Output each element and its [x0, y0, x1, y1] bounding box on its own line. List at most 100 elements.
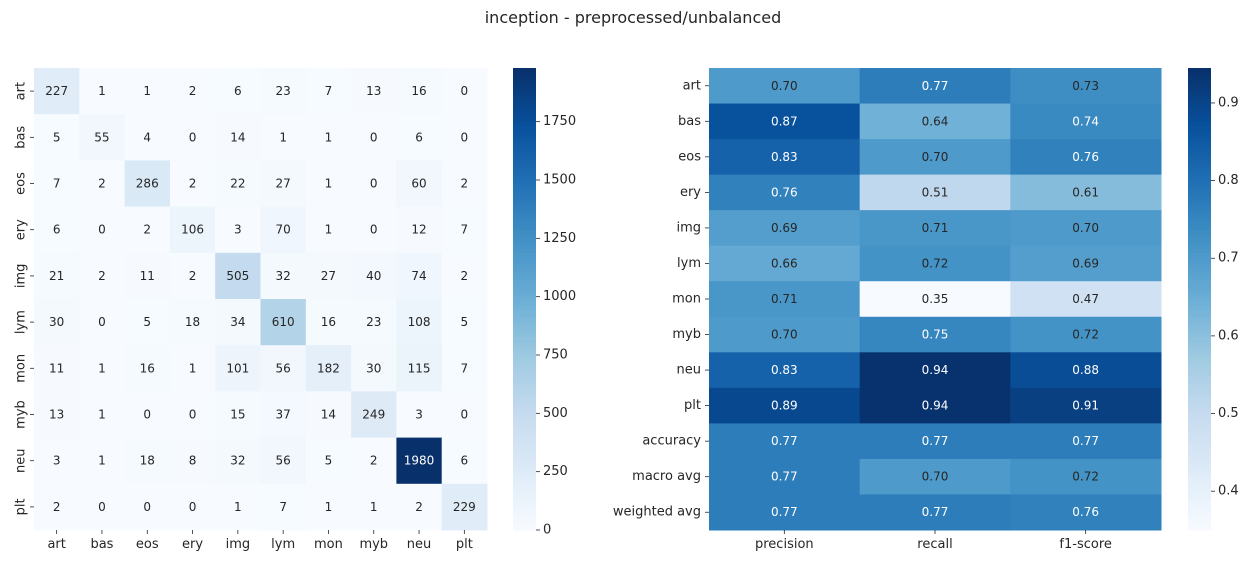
colorbar-segment: [513, 514, 536, 520]
colorbar-segment: [513, 114, 536, 119]
cell-value-label: 1: [189, 361, 197, 375]
colorbar-segment: [513, 187, 536, 192]
y-tick-label: art: [14, 82, 29, 100]
cell-value-label: 55: [94, 130, 109, 144]
heatmap-cell: [305, 391, 352, 439]
x-tick-label: recall: [917, 537, 952, 552]
cell-value-label: 56: [276, 454, 291, 468]
colorbar-segment: [513, 306, 536, 312]
confusion-matrix-cells: 227 1 1 2 6 23 7 13 16 05 55 4 0 14 1 1 0 6 07 2 286 2 22 27 1 0 6…: [34, 68, 488, 531]
colorbar-segment: [1188, 441, 1211, 446]
colorbar-segment: [513, 302, 536, 308]
heatmap-cell: [215, 68, 261, 115]
heatmap-cell: [1010, 103, 1162, 140]
colorbar-segment: [513, 260, 536, 265]
colorbar-segment: [1188, 483, 1211, 489]
colorbar-segment: [513, 449, 536, 454]
colorbar-segment: [513, 191, 536, 196]
cell-value-label: 12: [411, 223, 426, 237]
colorbar-segment: [1188, 102, 1211, 108]
heatmap-cell: [1010, 352, 1162, 389]
cell-value-label: 8: [189, 454, 197, 468]
colorbar-segment: [1188, 476, 1211, 481]
heatmap-cell: [709, 352, 861, 389]
cell-value-label: 13: [366, 84, 381, 98]
heatmap-cell: [396, 68, 443, 115]
heatmap-cell: [859, 245, 1011, 282]
colorbar-segment: [1188, 156, 1211, 161]
colorbar-segment: [513, 214, 536, 219]
heatmap-cell: [79, 68, 126, 115]
colorbar-segment: [513, 426, 536, 431]
colorbar-segment: [513, 256, 536, 262]
cell-value-label: 1: [98, 408, 106, 422]
colorbar-segment: [1188, 406, 1211, 412]
heatmap-cell: [34, 391, 80, 439]
colorbar-segment: [1188, 352, 1211, 358]
heatmap-cell: [709, 103, 861, 140]
heatmap-cell: [34, 483, 80, 531]
colorbar-segment: [513, 75, 536, 81]
heatmap-cell: [305, 299, 352, 346]
cell-value-label: 32: [276, 269, 291, 283]
colorbar-segment: [1188, 133, 1211, 138]
cell-value-label: 27: [321, 269, 336, 283]
cell-value-label: 60: [411, 177, 426, 191]
colorbar-tick-label: 1000: [543, 289, 576, 304]
cell-value-label: 108: [408, 315, 431, 329]
colorbar-segment: [513, 360, 536, 366]
heatmap-cell: [215, 252, 261, 300]
heatmap-cell: [396, 299, 443, 346]
colorbar-segment: [513, 522, 536, 527]
colorbar-segment: [513, 110, 536, 115]
colorbar-segment: [1188, 222, 1211, 227]
colorbar-segment: [513, 87, 536, 92]
colorbar-segment: [1188, 422, 1211, 427]
heatmap-cell: [1010, 139, 1162, 176]
colorbar-segment: [1188, 364, 1211, 369]
colorbar-segment: [513, 145, 536, 150]
colorbar-segment: [513, 222, 536, 227]
cell-value-label: 1: [234, 500, 242, 514]
cell-value-label: 0.77: [922, 79, 949, 93]
y-tick-label: eos: [678, 149, 701, 164]
colorbar-segment: [1188, 183, 1211, 188]
heatmap-cell: [79, 483, 126, 531]
heatmap-cell: [351, 483, 397, 531]
heatmap-cell: [305, 206, 352, 254]
cell-value-label: 0: [143, 408, 151, 422]
cell-value-label: 3: [53, 454, 61, 468]
colorbar-segment: [1188, 175, 1211, 181]
heatmap-cell: [305, 252, 352, 300]
classification-report-cells: 0.70 0.77 0.73 0.87 0.64 0.74 0.83 0.70 0.76 0.76…: [709, 68, 1162, 531]
colorbar-segment: [1188, 114, 1211, 119]
colorbar-segment: [1188, 310, 1211, 315]
heatmap-cell: [79, 206, 126, 254]
confusion-matrix-colorbar: 0 250 500 750 1000 1250 1500 1750: [513, 68, 576, 538]
colorbar-segment: [513, 322, 536, 327]
y-tick-label: lym: [677, 256, 701, 271]
heatmap-cell: [441, 345, 488, 392]
colorbar-segment: [1188, 202, 1211, 208]
colorbar-segment: [513, 526, 536, 531]
colorbar-segment: [513, 483, 536, 489]
colorbar-segment: [1188, 302, 1211, 308]
heatmap-cell: [260, 160, 307, 208]
colorbar-segment: [513, 510, 536, 516]
colorbar-segment: [513, 152, 536, 158]
colorbar-segment: [1188, 125, 1211, 131]
heatmap-cell: [124, 483, 171, 531]
cell-value-label: 22: [230, 177, 245, 191]
heatmap-cell: [1010, 174, 1162, 211]
colorbar-segment: [1188, 168, 1211, 173]
colorbar-segment: [1188, 518, 1211, 523]
heatmap-cell: [859, 210, 1011, 247]
heatmap-cell: [859, 387, 1011, 424]
colorbar-segment: [1188, 91, 1211, 96]
heatmap-cell: [441, 483, 488, 531]
cell-value-label: 0.89: [771, 399, 798, 413]
colorbar-segment: [1188, 325, 1211, 331]
colorbar-segment: [1188, 268, 1211, 273]
heatmap-cell: [859, 103, 1011, 140]
